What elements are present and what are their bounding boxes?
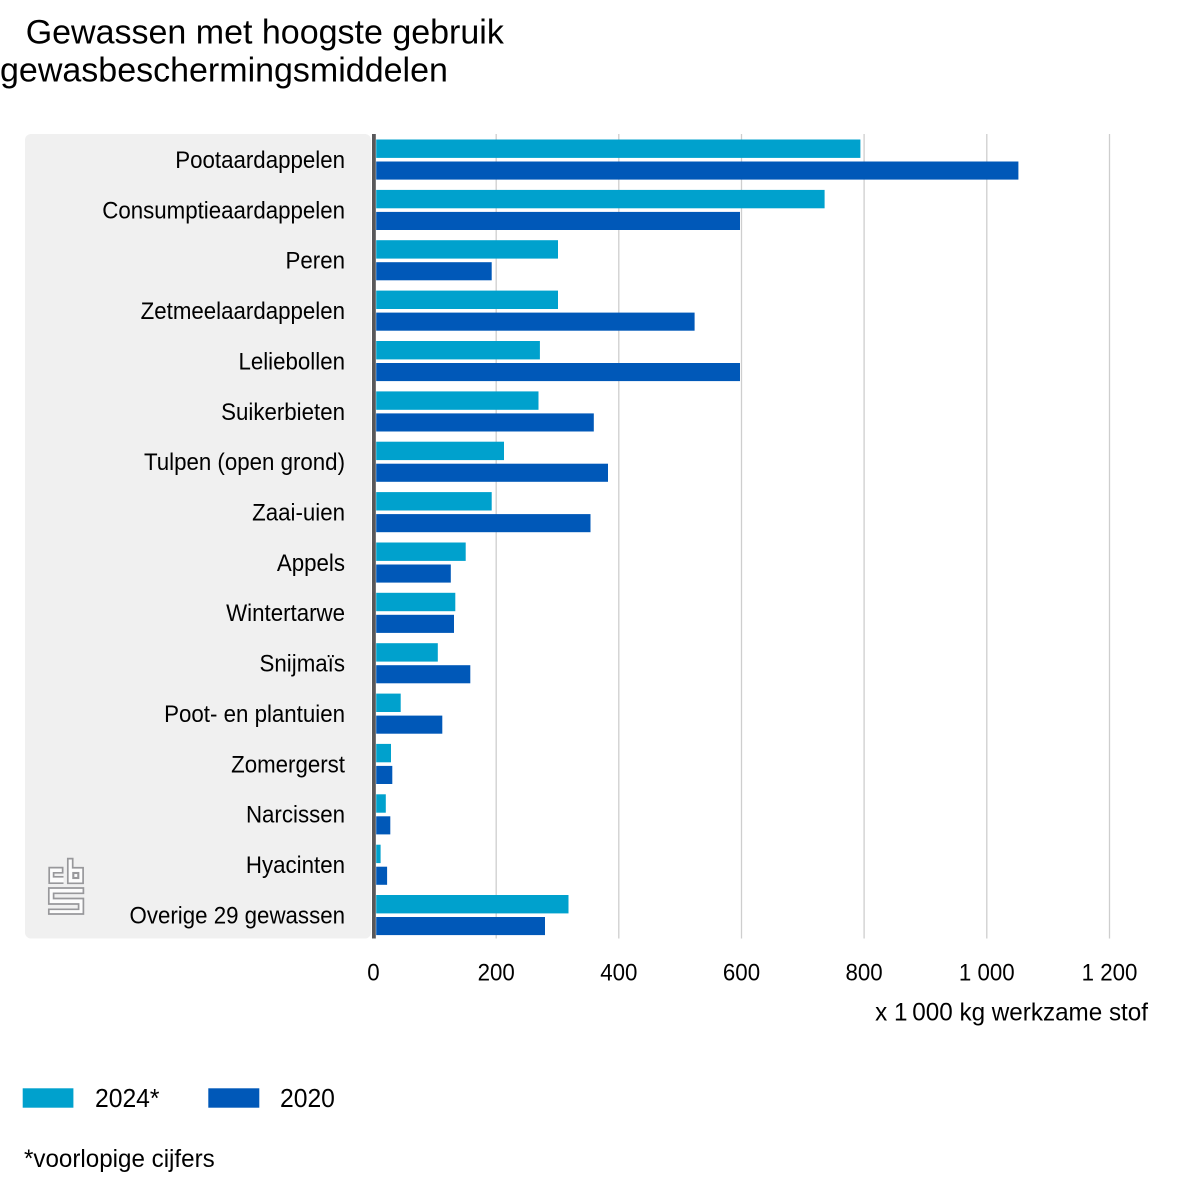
svg-text:800: 800 [846, 958, 883, 985]
svg-text:Suikerbieten: Suikerbieten [221, 398, 345, 425]
svg-text:x 1 000 kg werkzame stof: x 1 000 kg werkzame stof [875, 999, 1148, 1026]
svg-text:Zaai-uien: Zaai-uien [252, 499, 345, 526]
svg-text:600: 600 [723, 958, 760, 985]
svg-text:1 000: 1 000 [959, 958, 1015, 985]
svg-text:Tulpen (open grond): Tulpen (open grond) [144, 448, 345, 475]
svg-text:gewasbeschermingsmiddelen: gewasbeschermingsmiddelen [0, 52, 448, 90]
svg-text:Hyacinten: Hyacinten [246, 851, 345, 878]
svg-text:Zomergerst: Zomergerst [231, 750, 345, 777]
svg-text:Snijmaïs: Snijmaïs [260, 650, 345, 677]
svg-text:Overige 29 gewassen: Overige 29 gewassen [130, 901, 345, 928]
svg-text:Leliebollen: Leliebollen [238, 347, 345, 374]
svg-text:Pootaardappelen: Pootaardappelen [175, 146, 345, 173]
svg-text:Appels: Appels [277, 549, 345, 576]
svg-text:Poot- en plantuien: Poot- en plantuien [164, 700, 345, 727]
svg-text:0: 0 [367, 958, 379, 985]
svg-text:Peren: Peren [286, 247, 345, 274]
svg-text:Narcissen: Narcissen [246, 801, 345, 828]
svg-text:Gewassen met hoogste gebruik: Gewassen met hoogste gebruik [26, 14, 505, 52]
svg-text:Consumptieaardappelen: Consumptieaardappelen [102, 196, 345, 223]
svg-text:*voorlopige cijfers: *voorlopige cijfers [24, 1146, 215, 1173]
svg-text:Zetmeelaardappelen: Zetmeelaardappelen [141, 297, 345, 324]
svg-text:2020: 2020 [280, 1084, 335, 1113]
svg-text:200: 200 [478, 958, 515, 985]
svg-text:Wintertarwe: Wintertarwe [226, 599, 345, 626]
svg-text:1 200: 1 200 [1082, 958, 1138, 985]
svg-text:2024*: 2024* [95, 1084, 160, 1113]
svg-text:400: 400 [600, 958, 637, 985]
